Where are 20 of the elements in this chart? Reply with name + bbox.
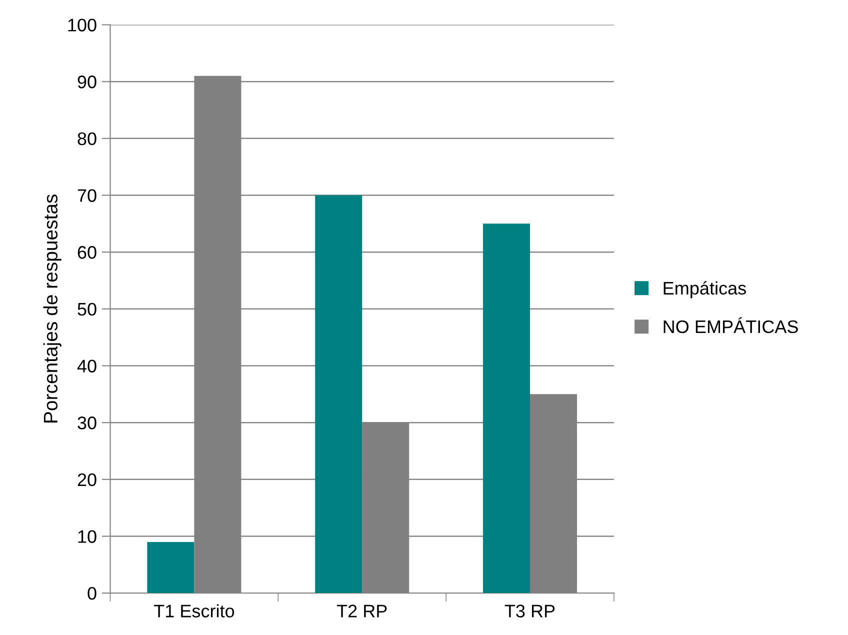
y-tick-label: 20: [78, 473, 96, 486]
legend-label: Empáticas: [664, 281, 746, 298]
x-tick-label: T2 RP: [336, 604, 387, 618]
x-tick-label: T1 Escrito: [154, 604, 234, 618]
y-tick-label: 100: [68, 18, 96, 32]
y-tick-label: 30: [78, 416, 96, 430]
y-tick-label: 10: [78, 530, 96, 543]
legend-label: NO EMPÁTICAS: [664, 317, 798, 334]
y-tick-label: 60: [78, 246, 96, 259]
bar: [482, 224, 530, 594]
y-tick-label: 80: [78, 132, 96, 146]
y-axis-title: Porcentajes de respuestas: [43, 194, 62, 422]
y-tick-label: 40: [77, 360, 96, 372]
y-tick-label: 70: [78, 189, 96, 202]
bar: [315, 195, 362, 594]
bar: [147, 542, 194, 594]
y-tick-label: 0: [88, 587, 96, 600]
y-tick-label: 50: [78, 302, 96, 316]
x-tick-label: T3 RP: [504, 604, 555, 618]
y-tick-label: 90: [78, 76, 96, 88]
